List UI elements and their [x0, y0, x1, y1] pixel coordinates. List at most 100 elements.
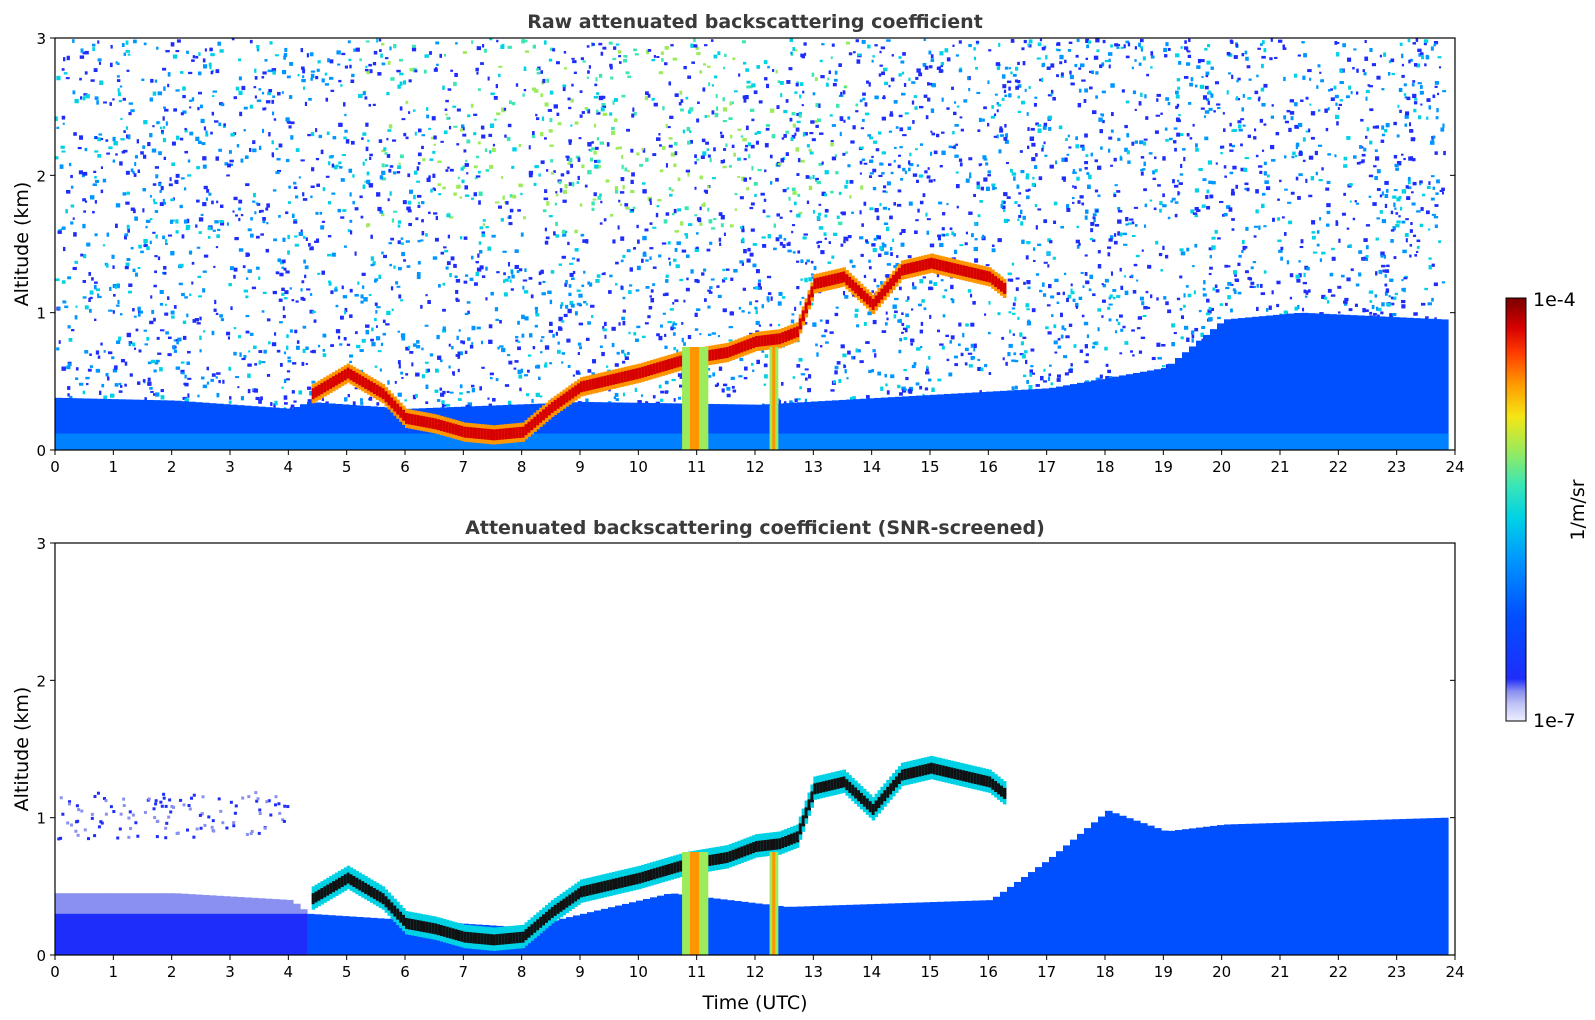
noise-pixel: [437, 183, 442, 187]
noise-pixel: [762, 243, 767, 248]
noise-pixel: [154, 255, 158, 258]
noise-pixel: [536, 71, 541, 75]
noise-pixel: [754, 306, 758, 310]
noise-pixel: [1172, 179, 1175, 184]
noise-pixel: [1101, 62, 1105, 67]
noise-pixel: [567, 241, 570, 246]
noise-pixel: [370, 234, 373, 239]
noise-pixel: [491, 234, 496, 238]
noise-pixel: [427, 368, 430, 372]
noise-pixel: [373, 318, 377, 322]
noise-pixel: [685, 96, 689, 100]
noise-pixel: [946, 107, 950, 110]
noise-pixel: [1141, 301, 1145, 306]
noise-pixel: [991, 105, 994, 109]
noise-pixel: [1374, 149, 1378, 153]
noise-pixel: [256, 266, 260, 270]
noise-pixel: [1028, 85, 1031, 89]
noise-pixel: [417, 161, 421, 165]
noise-pixel: [567, 97, 571, 101]
noise-pixel: [582, 239, 587, 243]
noise-pixel: [605, 365, 609, 368]
noise-pixel: [379, 368, 382, 372]
noise-pixel: [1227, 72, 1231, 75]
noise-pixel: [733, 90, 738, 93]
noise-pixel: [1396, 161, 1402, 166]
noise-pixel: [153, 317, 156, 322]
noise-pixel: [1430, 197, 1435, 201]
noise-pixel: [406, 206, 411, 211]
noise-pixel: [872, 319, 877, 325]
noise-pixel: [315, 157, 320, 161]
noise-pixel: [360, 215, 364, 219]
noise-pixel: [1431, 136, 1434, 140]
noise-pixel: [731, 144, 735, 149]
noise-pixel: [1088, 288, 1092, 292]
noise-pixel: [1428, 257, 1432, 260]
noise-pixel: [910, 338, 915, 343]
noise-pixel: [879, 50, 882, 54]
noise-pixel: [598, 73, 603, 78]
noise-pixel: [116, 79, 121, 83]
noise-pixel: [844, 369, 847, 374]
noise-pixel: [238, 335, 241, 339]
noise-pixel: [831, 124, 836, 127]
noise-pixel: [295, 300, 299, 303]
noise-pixel: [1224, 302, 1228, 306]
noise-pixel: [1162, 193, 1165, 198]
noise-pixel: [55, 278, 60, 281]
noise-pixel: [711, 110, 715, 115]
noise-pixel: [543, 364, 548, 368]
noise-pixel: [780, 158, 785, 163]
noise-pixel: [555, 234, 559, 238]
noise-pixel: [937, 378, 942, 382]
noise-pixel: [899, 232, 903, 235]
noise-pixel: [1415, 38, 1419, 42]
noise-pixel: [281, 266, 285, 269]
noise-pixel: [560, 173, 565, 177]
noise-pixel: [810, 273, 814, 276]
noise-pixel: [256, 99, 262, 102]
noise-pixel: [300, 159, 305, 162]
noise-pixel: [155, 234, 158, 239]
noise-pixel: [1043, 219, 1048, 224]
noise-pixel: [1131, 141, 1135, 146]
noise-pixel: [960, 352, 964, 357]
noise-pixel: [1030, 365, 1034, 368]
noise-pixel: [613, 118, 618, 123]
noise-pixel: [1090, 228, 1094, 233]
noise-pixel: [74, 315, 78, 320]
noise-pixel: [928, 65, 933, 69]
noise-pixel: [1053, 201, 1058, 206]
noise-pixel: [160, 185, 164, 191]
noise-pixel: [697, 101, 700, 105]
noise-pixel: [1067, 134, 1070, 138]
noise-pixel: [601, 352, 605, 357]
noise-pixel: [158, 183, 162, 187]
noise-pixel: [1132, 290, 1137, 294]
noise-pixel: [411, 362, 414, 367]
noise-pixel: [1209, 194, 1214, 199]
noise-pixel: [789, 210, 793, 213]
noise-pixel: [699, 70, 703, 74]
noise-pixel: [313, 319, 317, 323]
noise-pixel: [1186, 50, 1191, 53]
noise-pixel: [1055, 48, 1058, 51]
noise-pixel: [720, 215, 725, 220]
noise-pixel: [765, 127, 770, 131]
noise-pixel: [1255, 209, 1259, 214]
noise-pixel: [831, 43, 835, 47]
noise-pixel: [562, 232, 567, 237]
noise-pixel: [743, 98, 747, 103]
noise-pixel: [814, 77, 818, 82]
noise-pixel: [1003, 200, 1006, 204]
noise-pixel: [179, 263, 184, 268]
noise-pixel: [1116, 190, 1121, 193]
noise-pixel: [449, 216, 454, 219]
noise-pixel: [1208, 272, 1212, 276]
noise-pixel: [517, 320, 520, 325]
noise-pixel: [878, 131, 882, 135]
noise-pixel: [756, 130, 761, 135]
noise-pixel: [1179, 173, 1184, 176]
noise-pixel: [1432, 135, 1436, 139]
